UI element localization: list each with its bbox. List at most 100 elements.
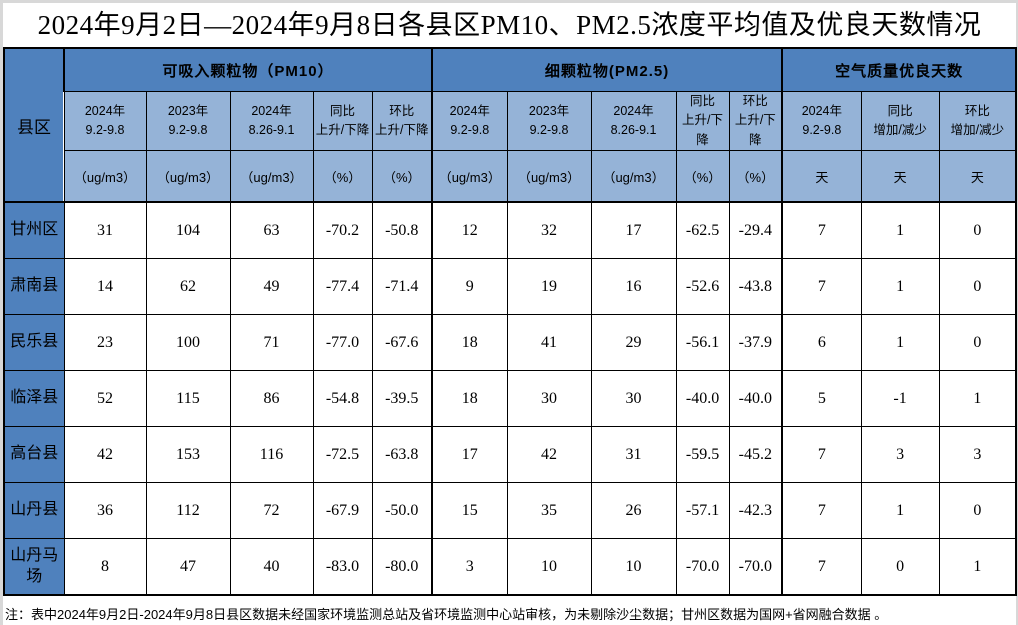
data-cell: 100 (145, 314, 231, 372)
data-cell: 72 (229, 482, 314, 540)
data-cell: -57.1 (675, 482, 730, 540)
period-header-cell: 同比上升/下降 (675, 90, 730, 152)
data-cell: -54.8 (312, 370, 373, 428)
data-cell: 153 (145, 426, 231, 484)
county-cell: 山丹马场 (3, 538, 65, 596)
group-header-cell: 空气质量优良天数 (781, 47, 1017, 92)
period-line-2: 上升/下降 (734, 113, 776, 147)
data-cell: 49 (229, 258, 314, 316)
data-cell: 12 (431, 201, 508, 260)
period-header-cell: 环比 增加/减少 (938, 90, 1017, 152)
period-header-cell: 2024年 8.26-9.1 (590, 90, 677, 152)
data-cell: 0 (938, 201, 1017, 260)
header-row-groups: 县区 可吸入颗粒物（PM10） 细颗粒物(PM2.5) 空气质量优良天数 (3, 47, 1017, 203)
period-header-cell: 2023年 9.2-9.8 (145, 90, 231, 152)
data-cell: 1 (860, 314, 940, 372)
data-cell: -40.0 (728, 370, 783, 428)
data-cell: 40 (229, 538, 314, 596)
data-cell: 0 (938, 314, 1017, 372)
data-cell: -67.6 (371, 314, 433, 372)
data-cell: -62.5 (675, 201, 730, 260)
county-cell: 山丹县 (3, 482, 65, 540)
page-title: 2024年9月2日—2024年9月8日各县区PM10、PM2.5浓度平均值及优良… (37, 10, 982, 40)
unit-cell: （%） (728, 150, 783, 203)
data-cell: 7 (781, 258, 862, 316)
data-cell: 47 (145, 538, 231, 596)
data-cell: 7 (781, 482, 862, 540)
data-cell: 0 (860, 538, 940, 596)
period-line-1: 同比 (329, 103, 355, 118)
header-row-units: （ug/m3） （ug/m3） （ug/m3） （%） （%） （ug/m3） （ug/m3… (4, 150, 1017, 203)
period-header-cell: 同比上升/下降 (312, 90, 373, 152)
data-cell: 9 (431, 258, 508, 316)
header-row-periods: 2024年 9.2-9.8 2023年 9.2-9.8 2024年 8.26-9.1 同比上… (4, 90, 1017, 152)
unit-cell: （ug/m3） (63, 150, 147, 203)
data-cell: 1 (860, 258, 940, 316)
unit-cell: 天 (860, 150, 940, 203)
data-cell: -77.4 (312, 258, 373, 316)
table-row: 民乐县 23 100 71 -77.0 -67.6 18 41 29 -56.1 -37.9 6 1 0 (3, 314, 1017, 372)
county-cell: 民乐县 (3, 314, 65, 372)
data-cell: 71 (229, 314, 314, 372)
period-header-cell: 2024年 9.2-9.8 (63, 90, 147, 152)
period-line-2: 上升/下降 (315, 123, 370, 138)
period-line-1: 环比 (742, 94, 768, 108)
data-cell: 6 (781, 314, 862, 372)
county-cell: 临泽县 (3, 370, 65, 428)
period-line-2: 上升/下降 (682, 113, 724, 147)
data-cell: 86 (229, 370, 314, 428)
data-cell: -72.5 (312, 426, 373, 484)
period-line-2: 增加/减少 (950, 123, 1005, 138)
period-header-cell: 环比 上升/下降 (371, 90, 433, 152)
period-line-1: 2023年 (528, 103, 570, 118)
data-cell: 7 (781, 201, 862, 260)
unit-cell: （ug/m3） (431, 150, 508, 203)
period-line-2: 8.26-9.1 (248, 123, 295, 138)
data-cell: 1 (860, 482, 940, 540)
period-line-1: 环比 (389, 103, 415, 118)
data-cell: -83.0 (312, 538, 373, 596)
data-cell: 0 (938, 258, 1017, 316)
main-table: 县区 可吸入颗粒物（PM10） 细颗粒物(PM2.5) 空气质量优良天数 2024年 9.… (3, 47, 1018, 597)
unit-cell: （ug/m3） (229, 150, 314, 203)
data-cell: 3 (938, 426, 1017, 484)
data-cell: 19 (506, 258, 592, 316)
group-header-cell: 细颗粒物(PM2.5) (431, 47, 783, 92)
data-cell: -80.0 (371, 538, 433, 596)
table-row: 临泽县 52 115 86 -54.8 -39.5 18 30 30 -40.0 -40.0 5 -1 1 (3, 370, 1017, 428)
unit-cell: （%） (675, 150, 730, 203)
data-cell: -50.0 (371, 482, 433, 540)
table-body: 甘州区 31 104 63 -70.2 -50.8 12 32 17 -62.5 -29.4 7 1 0 肃… (3, 201, 1017, 596)
unit-cell: （ug/m3） (590, 150, 677, 203)
period-line-2: 9.2-9.8 (168, 123, 208, 138)
data-cell: 1 (860, 201, 940, 260)
county-cell: 甘州区 (3, 201, 65, 260)
data-cell: 52 (63, 370, 147, 428)
unit-cell: （ug/m3） (145, 150, 231, 203)
table-row: 高台县 42 153 116 -72.5 -63.8 17 42 31 -59.5 -45.2 7 3 3 (3, 426, 1017, 484)
data-cell: -45.2 (728, 426, 783, 484)
data-cell: 104 (145, 201, 231, 260)
unit-cell: 天 (938, 150, 1017, 203)
data-cell: 17 (590, 201, 677, 260)
table-row: 肃南县 14 62 49 -77.4 -71.4 9 19 16 -52.6 -43.8 7 1 0 (3, 258, 1017, 316)
data-cell: 112 (145, 482, 231, 540)
data-cell: -29.4 (728, 201, 783, 260)
data-cell: 1 (938, 370, 1017, 428)
data-cell: 29 (590, 314, 677, 372)
period-line-1: 2024年 (251, 103, 292, 118)
data-cell: 8 (63, 538, 147, 596)
data-cell: 17 (431, 426, 508, 484)
corner-cell: 县区 (3, 47, 65, 203)
data-cell: 3 (431, 538, 508, 596)
period-header-cell: 2024年 9.2-9.8 (431, 90, 508, 152)
data-cell: 115 (145, 370, 231, 428)
table-row: 甘州区 31 104 63 -70.2 -50.8 12 32 17 -62.5 -29.4 7 1 0 (3, 201, 1017, 260)
data-cell: 42 (63, 426, 147, 484)
period-line-2: 9.2-9.8 (450, 123, 490, 138)
data-cell: 35 (506, 482, 592, 540)
period-line-1: 同比 (690, 94, 716, 108)
data-cell: -70.2 (312, 201, 373, 260)
table-row: 山丹马场 8 47 40 -83.0 -80.0 3 10 10 -70.0 -70.0 7 0 1 (3, 538, 1017, 596)
data-cell: 31 (63, 201, 147, 260)
